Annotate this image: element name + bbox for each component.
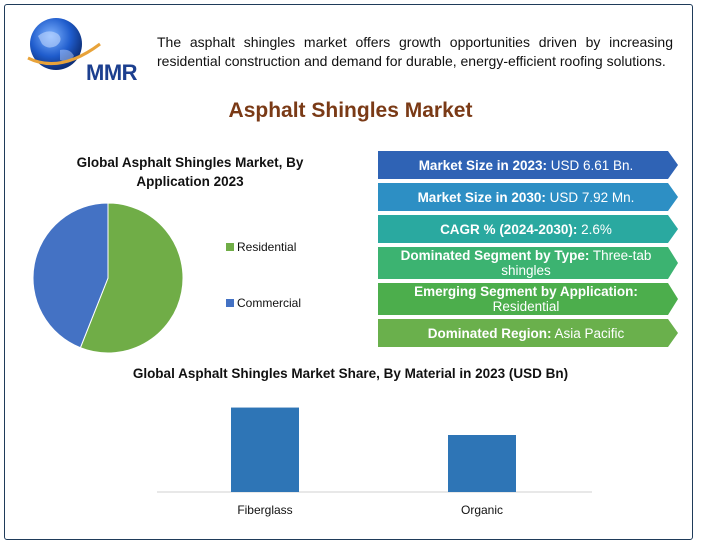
highlight-value: USD 7.92 Mn. [549,189,635,205]
highlight-label: Market Size in 2023: [418,157,547,173]
mmr-logo: MMR [20,14,140,85]
highlight-label: Dominated Segment by Type: [400,248,590,263]
pie-slice-residential [79,202,184,354]
legend-swatch-commercial [226,299,234,307]
legend-item-commercial: Commercial [226,296,301,310]
pie-slice-commercial [32,202,109,349]
highlight-market-size-2030: Market Size in 2030: USD 7.92 Mn. [378,183,678,211]
application-pie-chart [32,202,184,354]
highlights-panel: Market Size in 2023: USD 6.61 Bn. Market… [378,151,678,351]
bar-chart-title: Global Asphalt Shingles Market Share, By… [132,366,569,381]
x-tick-label-organic: Organic [461,503,503,517]
legend-swatch-residential [226,243,234,251]
highlight-value: Residential [492,299,560,314]
highlight-value: Three-tab shingles [501,248,652,278]
highlight-label: Dominated Region: [427,325,552,341]
logo-text: MMR [86,60,138,85]
highlight-dominated-region: Dominated Region: Asia Pacific [378,319,678,347]
x-tick-label-fiberglass: Fiberglass [237,503,292,517]
page-title: Asphalt Shingles Market [228,99,473,122]
highlight-label: Emerging Segment by Application: [414,284,638,299]
highlight-dominated-type: Dominated Segment by Type: Three-tab shi… [378,247,678,279]
intro-text: The asphalt shingles market offers growt… [157,34,673,69]
highlight-emerging-application: Emerging Segment by Application: Residen… [378,283,678,315]
material-bar-chart: Fiberglass Organic [157,407,592,517]
highlight-value: USD 6.61 Bn. [550,157,634,173]
legend-item-residential: Residential [226,240,296,254]
highlight-value: 2.6% [581,221,612,237]
legend-label-residential: Residential [237,240,297,254]
bar-organic [448,435,516,492]
highlight-cagr: CAGR % (2024-2030): 2.6% [378,215,678,243]
legend-label-commercial: Commercial [237,296,302,310]
highlight-value: Asia Pacific [554,325,625,341]
highlight-label: Market Size in 2030: [417,189,546,205]
pie-chart-title: Global Asphalt Shingles Market, By Appli… [76,155,304,189]
globe-icon [27,18,101,70]
frame-border [4,4,693,540]
highlight-label: CAGR % (2024-2030): [440,221,578,237]
bar-fiberglass [231,407,299,492]
highlight-market-size-2023: Market Size in 2023: USD 6.61 Bn. [378,151,678,179]
